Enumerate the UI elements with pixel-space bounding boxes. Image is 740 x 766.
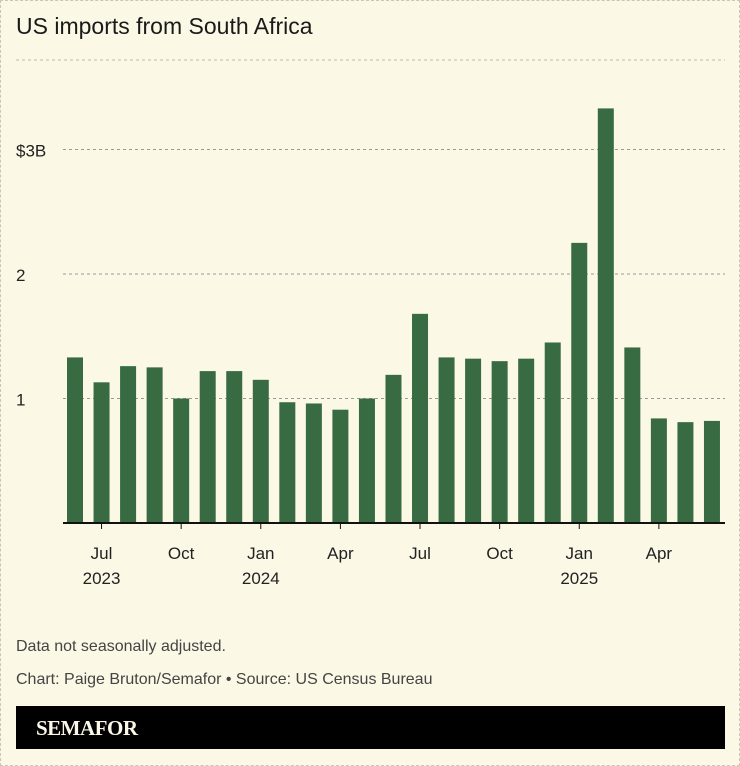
y-tick-label: 2	[16, 266, 25, 285]
x-tick-label: Apr	[646, 544, 673, 563]
bar-2023-11	[199, 371, 216, 523]
chart-title: US imports from South Africa	[16, 13, 313, 39]
bar-2024-06	[385, 374, 402, 523]
bar-2024-08	[438, 357, 455, 523]
semafor-logo: SEMAFOR	[16, 706, 725, 749]
bar-2023-10	[173, 398, 190, 523]
bar-chart: 1 2 $3B Jul 2023 Oct Jan 2024 Apr Jul Oct Jan 2025 Ap…	[16, 59, 725, 588]
x-tick-year: 2023	[83, 569, 121, 588]
x-tick-label: Oct	[486, 544, 513, 563]
bar-2024-12	[544, 342, 561, 523]
x-tick-year: 2025	[560, 569, 598, 588]
bar-2024-11	[518, 358, 535, 523]
bar-2023-12	[226, 371, 243, 523]
chart-credit: Chart: Paige Bruton/Semafor • Source: US…	[16, 671, 433, 688]
bar-2024-03	[305, 403, 322, 523]
bar-2024-04	[332, 409, 349, 523]
bar-2024-01	[252, 379, 269, 523]
bar-2024-09	[465, 358, 482, 523]
x-tick-label: Jan	[247, 544, 274, 563]
bar-2025-03	[624, 347, 641, 523]
bar-2023-07	[93, 382, 110, 523]
chart-note: Data not seasonally adjusted.	[16, 638, 226, 655]
bar-2024-02	[279, 402, 296, 523]
bar-2025-02	[597, 108, 614, 523]
x-tick-year: 2024	[242, 569, 280, 588]
bar-2024-07	[412, 313, 429, 523]
x-tick-label: Jul	[409, 544, 431, 563]
x-tick-label: Jul	[91, 544, 113, 563]
x-tick-label: Oct	[168, 544, 195, 563]
bar-2025-01	[571, 242, 588, 523]
bar-2025-06	[703, 420, 720, 523]
bar-2023-09	[146, 367, 163, 523]
bar-2025-05	[677, 422, 694, 523]
bar-2024-05	[358, 398, 375, 523]
bar-2024-10	[491, 361, 508, 523]
bar-2023-06	[67, 357, 83, 523]
bar-2023-08	[120, 366, 137, 523]
x-tick-label: Apr	[327, 544, 354, 563]
y-tick-label: $3B	[16, 142, 46, 161]
logo-text: SEMAFOR	[36, 716, 138, 740]
x-tick-label: Jan	[566, 544, 593, 563]
bar-2025-04	[650, 418, 667, 523]
y-tick-label: 1	[16, 391, 25, 410]
